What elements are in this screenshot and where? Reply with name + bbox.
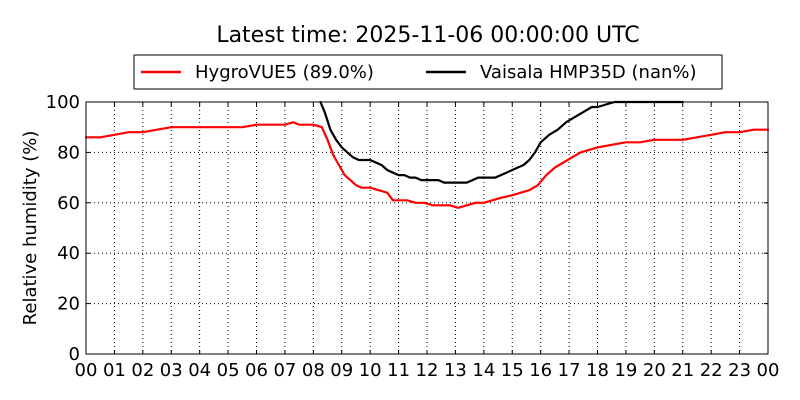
x-tick-label: 20 xyxy=(643,360,666,381)
y-tick-label: 100 xyxy=(46,92,80,113)
x-tick-label: 22 xyxy=(700,360,723,381)
y-tick-label: 20 xyxy=(57,294,80,315)
legend: HygroVUE5 (89.0%) Vaisala HMP35D (nan%) xyxy=(133,54,723,90)
y-axis-label: Relative humidity (%) xyxy=(20,131,41,326)
y-axis-tick-labels: 0 20 40 60 80 100 xyxy=(46,92,80,365)
x-tick-label: 10 xyxy=(359,360,382,381)
plot-frame xyxy=(85,101,769,355)
legend-label-hygrovue5: HygroVUE5 (89.0%) xyxy=(195,62,374,83)
x-tick-label: 03 xyxy=(160,360,183,381)
x-tick-label: 04 xyxy=(188,360,211,381)
x-tick-label: 02 xyxy=(131,360,154,381)
x-tick-label: 00 xyxy=(75,360,98,381)
x-tick-label: 12 xyxy=(416,360,439,381)
x-tick-label: 23 xyxy=(728,360,751,381)
x-tick-label: 09 xyxy=(330,360,353,381)
x-tick-label: 19 xyxy=(614,360,637,381)
x-tick-label: 00 xyxy=(757,360,780,381)
x-tick-label: 17 xyxy=(558,360,581,381)
legend-label-vaisala: Vaisala HMP35D (nan%) xyxy=(480,62,697,83)
y-tick-label: 80 xyxy=(57,142,80,163)
x-tick-label: 06 xyxy=(245,360,268,381)
plot-series xyxy=(84,100,770,209)
series-line-hygrovue5 xyxy=(84,121,770,209)
x-axis-tick-labels: 00 01 02 03 04 05 06 07 08 09 10 11 12 13 14 15 16 17 18 19… xyxy=(75,360,780,381)
chart-title: Latest time: 2025-11-06 00:00:00 UTC xyxy=(216,23,639,48)
x-tick-label: 07 xyxy=(273,360,296,381)
x-tick-label: 11 xyxy=(387,360,410,381)
y-tick-label: 40 xyxy=(57,243,80,264)
y-tick-label: 60 xyxy=(57,193,80,214)
x-tick-label: 05 xyxy=(217,360,240,381)
x-tick-label: 18 xyxy=(586,360,609,381)
x-tick-label: 14 xyxy=(472,360,495,381)
x-tick-label: 08 xyxy=(302,360,325,381)
x-tick-label: 16 xyxy=(529,360,552,381)
x-tick-label: 21 xyxy=(671,360,694,381)
y-tick-label: 0 xyxy=(69,344,80,365)
series-line-vaisala-hmp35d xyxy=(319,100,684,184)
x-tick-label: 13 xyxy=(444,360,467,381)
x-tick-label: 15 xyxy=(501,360,524,381)
x-tick-label: 01 xyxy=(103,360,126,381)
